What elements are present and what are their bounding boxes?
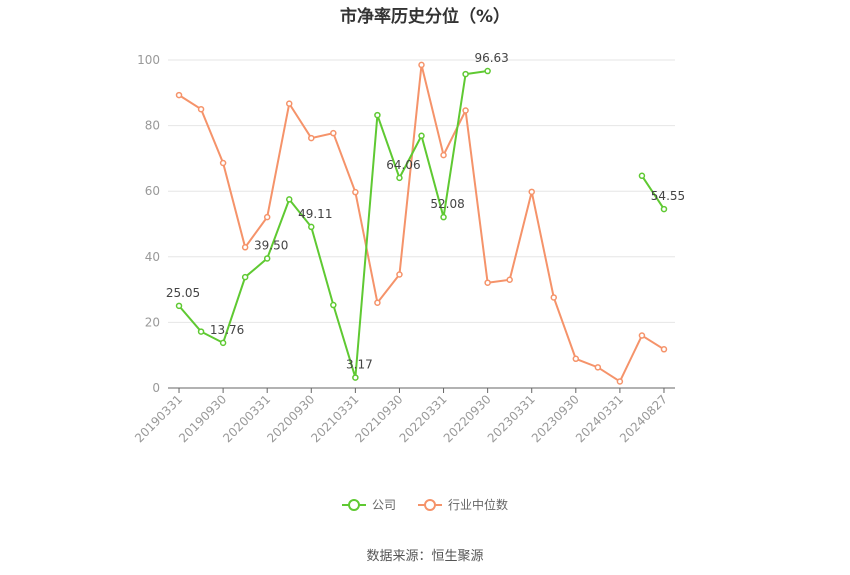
legend-label-industry: 行业中位数 [448, 498, 509, 512]
data-point-company [660, 205, 668, 213]
data-point-company [374, 111, 381, 119]
y-tick-label: 100 [137, 53, 160, 67]
data-label-company: 96.63 [474, 51, 508, 65]
data-point-industry [528, 188, 535, 196]
data-point-company [263, 255, 271, 262]
data-point-company [484, 67, 491, 75]
legend-item-industry[interactable]: 行业中位数 [418, 496, 508, 513]
data-point-industry [175, 91, 183, 99]
data-point-industry [440, 151, 447, 159]
data-point-company [175, 302, 183, 310]
data-label-layer: 25.05 13.76 39.50 49.11 3.17 64.06 52.08 96.63 5… [166, 51, 685, 372]
data-point-company [440, 213, 447, 221]
y-tick-label: 60 [145, 184, 160, 198]
data-point-industry [330, 129, 337, 137]
data-point-industry [396, 271, 403, 278]
data-point-company [308, 223, 315, 231]
chart-title: 市净率历史分位（%） [339, 7, 511, 27]
data-point-industry [550, 294, 558, 301]
data-point-industry [418, 61, 425, 69]
data-point-company [219, 339, 227, 347]
data-point-industry [352, 188, 359, 196]
data-point-company [330, 301, 337, 309]
series-layer [175, 61, 668, 385]
data-point-company [352, 374, 359, 381]
legend-item-company[interactable]: 公司 [341, 496, 396, 513]
data-point-company [462, 70, 469, 78]
data-source: 数据来源：恒生聚源 [366, 549, 484, 564]
data-point-company [396, 174, 403, 182]
data-label-company: 39.50 [254, 238, 288, 252]
data-label-company: 52.08 [430, 197, 464, 211]
data-point-industry [594, 364, 602, 371]
data-point-industry [572, 355, 580, 363]
legend-label-company: 公司 [371, 498, 396, 512]
data-label-company: 13.76 [210, 323, 244, 337]
legend: 公司 行业中位数 [0, 496, 850, 513]
data-point-industry [462, 107, 469, 114]
grid-layer [168, 59, 675, 323]
data-point-industry [197, 105, 205, 113]
data-label-company: 54.55 [651, 189, 685, 203]
data-label-company: 3.17 [346, 358, 373, 372]
y-tick-label: 0 [152, 381, 160, 395]
axis-layer: 0204060801002019033120190930202003312020… [132, 53, 675, 445]
data-point-industry [638, 332, 646, 339]
data-label-company: 49.11 [298, 207, 332, 221]
y-tick-label: 40 [145, 250, 160, 264]
data-label-company: 64.06 [386, 158, 420, 172]
data-point-industry [263, 213, 271, 221]
data-point-industry [285, 100, 293, 107]
legend-marker-company [341, 498, 366, 512]
data-label-company: 25.05 [166, 286, 200, 300]
data-point-industry [241, 244, 249, 251]
data-point-company [418, 132, 425, 140]
data-point-industry [616, 378, 624, 385]
data-point-company [241, 273, 249, 281]
data-point-industry [484, 279, 491, 286]
data-point-industry [660, 346, 668, 353]
data-point-industry [374, 299, 381, 306]
y-tick-label: 20 [145, 315, 160, 329]
y-tick-label: 80 [145, 119, 160, 133]
data-point-company [638, 172, 646, 180]
series-line-company [178, 70, 665, 378]
data-point-company [285, 196, 293, 203]
data-point-industry [506, 276, 513, 284]
series-line-industry [178, 64, 665, 383]
x-tick-label: 20240827 [617, 392, 670, 445]
legend-marker-industry [418, 498, 442, 512]
data-point-company [197, 328, 205, 335]
data-point-industry [219, 159, 227, 167]
data-point-industry [308, 134, 315, 142]
